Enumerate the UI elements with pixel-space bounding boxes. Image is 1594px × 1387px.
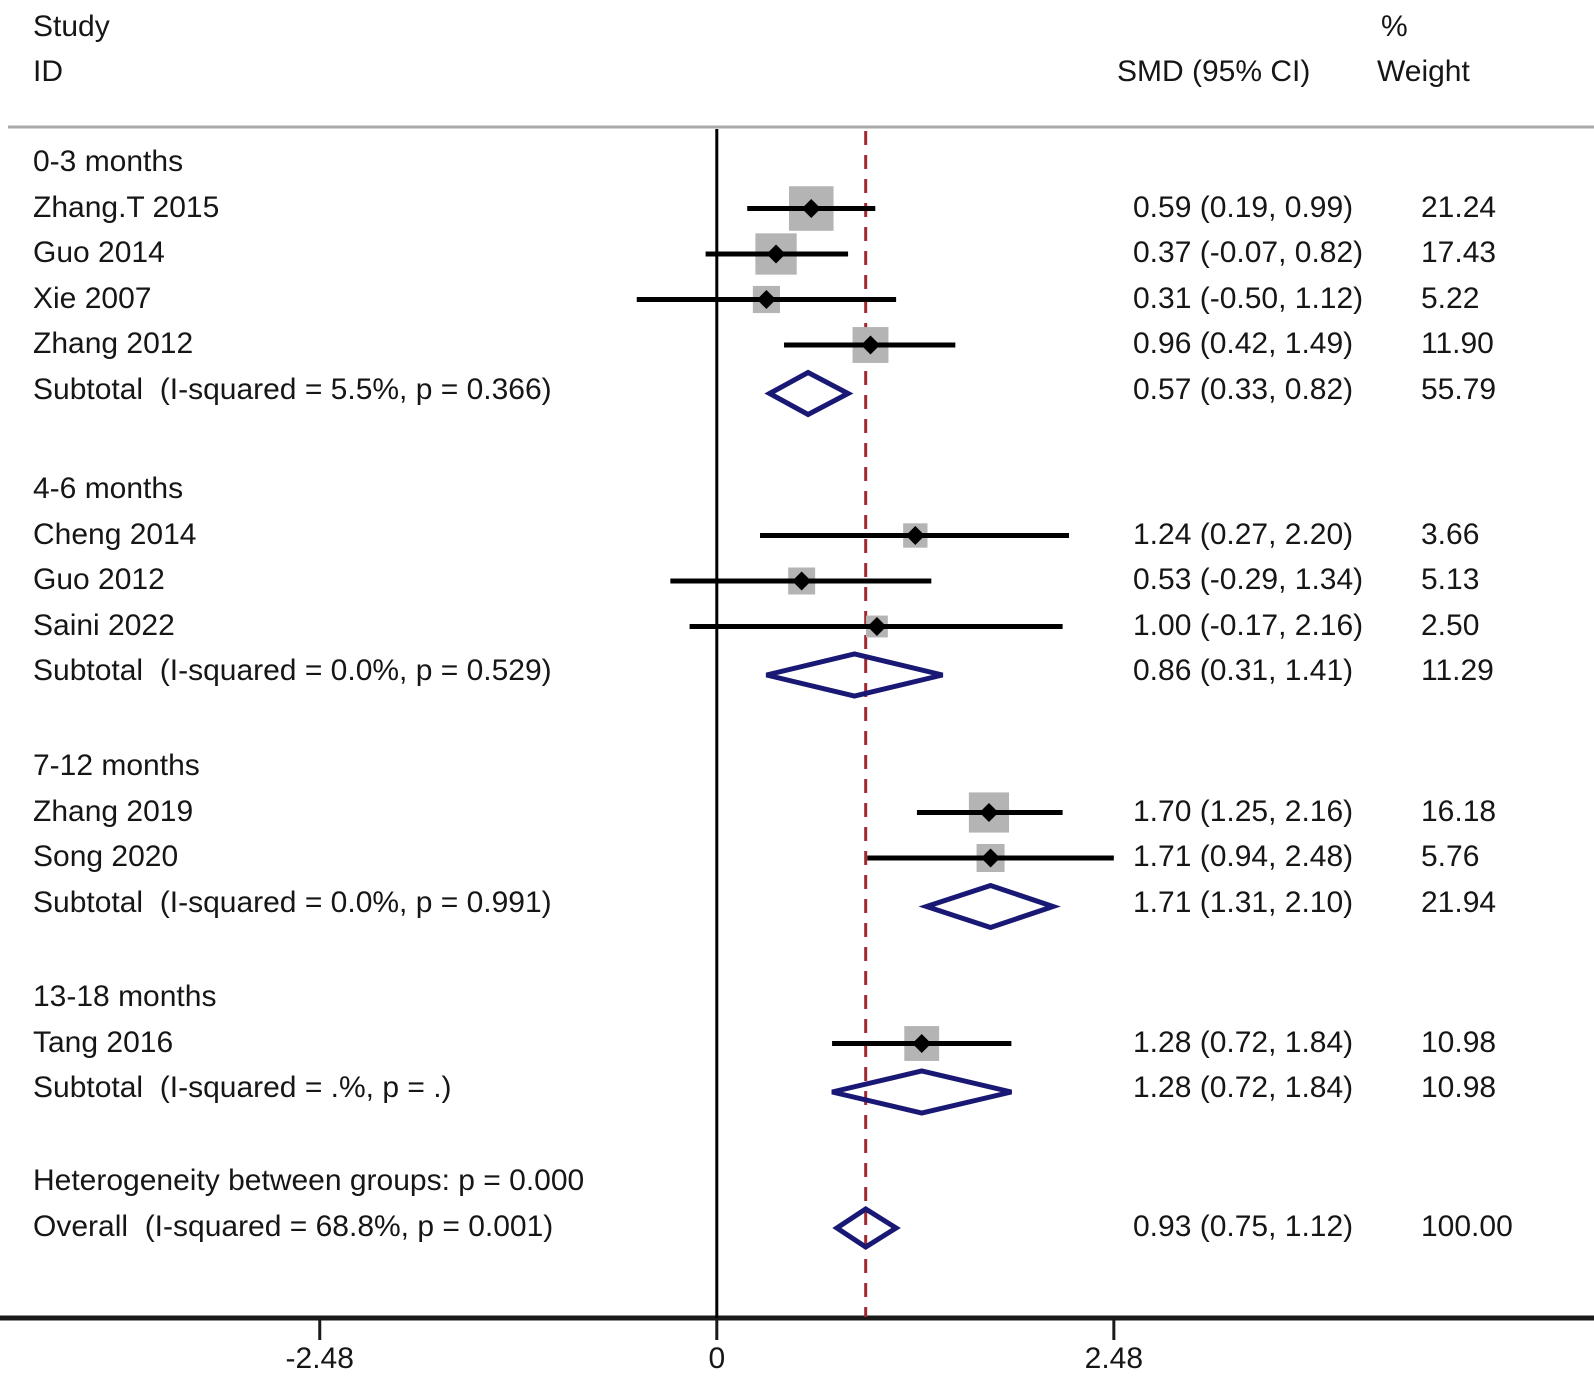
smd-value: 0.59 (0.19, 0.99) [1133, 190, 1354, 224]
study-label: Song 2020 [33, 839, 179, 873]
overall-diamond [832, 1206, 901, 1250]
study-label: Zhang 2012 [33, 326, 194, 360]
group-label: 4-6 months [33, 471, 184, 505]
smd-value: 0.53 (-0.29, 1.34) [1133, 562, 1364, 596]
smd-value: 0.96 (0.42, 1.49) [1133, 326, 1354, 360]
subtotal-label: Subtotal (I-squared = 0.0%, p = 0.991) [33, 885, 552, 919]
smd-value: 0.31 (-0.50, 1.12) [1133, 281, 1364, 315]
smd-value: 1.71 (0.94, 2.48) [1133, 839, 1354, 873]
weight-value: 2.50 [1421, 608, 1480, 642]
subtotal-diamond [918, 882, 1061, 931]
study-point-marker [860, 335, 880, 355]
study-label: Saini 2022 [33, 608, 175, 642]
heterogeneity-note: Heterogeneity between groups: p = 0.000 [33, 1163, 585, 1197]
smd-value: 1.00 (-0.17, 2.16) [1133, 608, 1364, 642]
column-header-smd-ci: SMD (95% CI) [1117, 55, 1311, 88]
study-point-marker [981, 848, 1001, 868]
subtotal-diamond [831, 1068, 1012, 1116]
weight-value: 100.00 [1421, 1209, 1513, 1243]
subtotal-label: Subtotal (I-squared = 5.5%, p = 0.366) [33, 372, 552, 406]
weight-value: 16.18 [1421, 794, 1497, 828]
column-header-percent: % [1381, 10, 1408, 43]
smd-value: 0.37 (-0.07, 0.82) [1133, 235, 1364, 269]
subtotal-diamond [765, 651, 944, 699]
weight-value: 55.79 [1421, 372, 1497, 406]
study-point-marker [801, 199, 821, 218]
column-header-id: ID [33, 55, 63, 88]
smd-value: 0.57 (0.33, 0.82) [1133, 372, 1354, 406]
weight-value: 5.13 [1421, 562, 1480, 596]
overall-label: Overall (I-squared = 68.8%, p = 0.001) [33, 1209, 554, 1243]
weight-value: 17.43 [1421, 235, 1497, 269]
study-label: Zhang 2019 [33, 794, 194, 828]
study-label: Guo 2012 [33, 562, 165, 596]
weight-value: 5.22 [1421, 281, 1480, 315]
study-point-marker [766, 244, 786, 264]
weight-value: 11.90 [1421, 326, 1494, 360]
weight-value: 11.29 [1421, 653, 1494, 687]
smd-value: 1.71 (1.31, 2.10) [1133, 885, 1354, 919]
axis-tick-label: 2.48 [1084, 1342, 1144, 1375]
study-point-marker [792, 571, 812, 591]
group-label: 7-12 months [33, 748, 200, 782]
smd-value: 1.70 (1.25, 2.16) [1133, 794, 1354, 828]
axis-tick-label: 0 [708, 1342, 726, 1375]
column-header-weight: Weight [1377, 55, 1470, 88]
smd-value: 0.86 (0.31, 1.41) [1133, 653, 1354, 687]
smd-value: 1.28 (0.72, 1.84) [1133, 1025, 1354, 1059]
subtotal-diamond [764, 369, 854, 418]
weight-value: 10.98 [1421, 1025, 1497, 1059]
group-label: 0-3 months [33, 144, 184, 178]
weight-value: 10.98 [1421, 1070, 1497, 1104]
subtotal-label: Subtotal (I-squared = .%, p = .) [33, 1070, 452, 1104]
study-label: Cheng 2014 [33, 517, 197, 551]
study-point-marker [905, 526, 925, 545]
subtotal-label: Subtotal (I-squared = 0.0%, p = 0.529) [33, 653, 552, 687]
study-label: Xie 2007 [33, 281, 152, 315]
study-point-marker [979, 803, 999, 822]
weight-value: 5.76 [1421, 839, 1480, 873]
smd-value: 0.93 (0.75, 1.12) [1133, 1209, 1354, 1243]
study-point-marker [867, 617, 887, 636]
column-header-study: Study [33, 10, 110, 43]
smd-value: 1.24 (0.27, 2.20) [1133, 517, 1354, 551]
smd-value: 1.28 (0.72, 1.84) [1133, 1070, 1354, 1104]
weight-value: 21.24 [1421, 190, 1497, 224]
group-label: 13-18 months [33, 979, 217, 1013]
study-label: Tang 2016 [33, 1025, 174, 1059]
study-label: Guo 2014 [33, 235, 165, 269]
weight-value: 21.94 [1421, 885, 1497, 919]
study-point-marker [756, 290, 776, 309]
study-label: Zhang.T 2015 [33, 190, 220, 224]
axis-tick-label: -2.48 [285, 1342, 354, 1375]
study-point-marker [912, 1034, 932, 1053]
weight-value: 3.66 [1421, 517, 1480, 551]
